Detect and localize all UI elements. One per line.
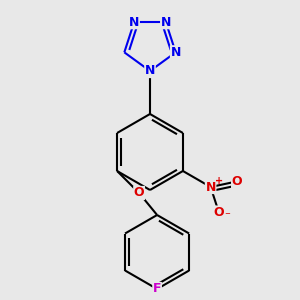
Text: N: N xyxy=(145,64,155,77)
Text: F: F xyxy=(153,283,161,296)
Text: N: N xyxy=(170,46,181,59)
Text: +: + xyxy=(214,176,223,186)
Text: O: O xyxy=(134,187,144,200)
Text: ⁻: ⁻ xyxy=(224,212,230,222)
Text: O: O xyxy=(214,206,224,219)
Text: N: N xyxy=(206,181,216,194)
Text: O: O xyxy=(232,175,242,188)
Text: N: N xyxy=(129,16,139,29)
Text: N: N xyxy=(161,16,171,29)
